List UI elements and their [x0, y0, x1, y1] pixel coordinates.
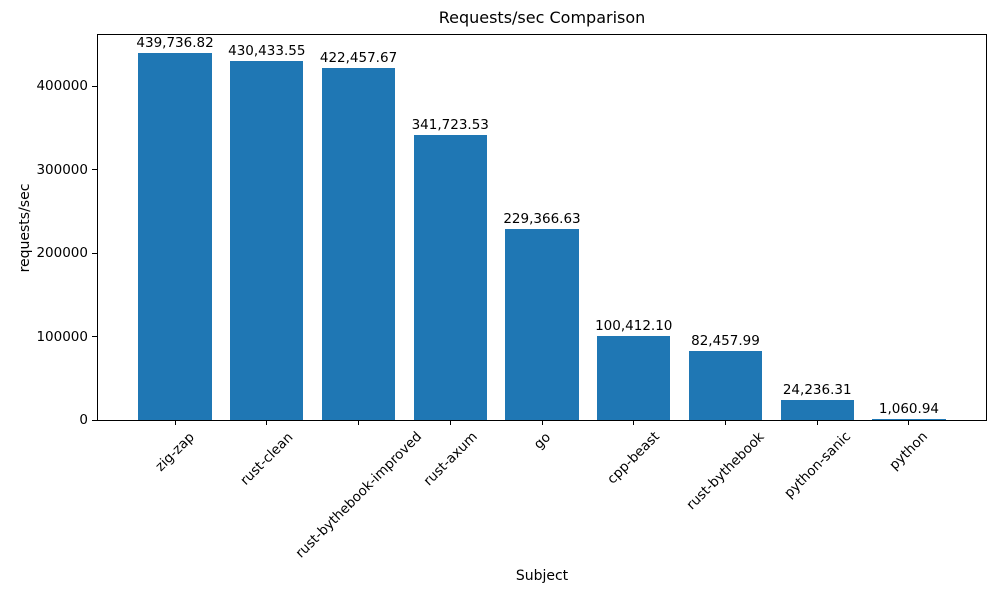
y-axis-label: requests/sec	[17, 183, 33, 273]
bar-value-label: 100,412.10	[595, 318, 673, 335]
x-tick-label: go	[530, 429, 554, 453]
bar-value-label: 24,236.31	[782, 381, 852, 398]
bar-rust-bythebook	[688, 351, 763, 420]
bar-value-label: 229,366.63	[503, 210, 581, 227]
y-tick-label: 100000	[36, 328, 88, 345]
bar-rust-bythebook-improved	[321, 67, 396, 420]
y-tick	[92, 169, 97, 171]
y-tick-label: 200000	[36, 245, 88, 262]
x-tick	[908, 421, 910, 425]
x-tick	[174, 421, 176, 425]
y-tick	[92, 85, 97, 87]
x-tick	[541, 421, 543, 425]
x-tick	[358, 421, 360, 425]
bar-python-sanic	[780, 399, 854, 420]
bar-zig-zap	[138, 53, 212, 420]
x-tick-label: zig-zap	[152, 428, 198, 475]
x-tick	[816, 421, 818, 425]
bar-value-label: 430,433.55	[228, 43, 306, 60]
chart-title: Requests/sec Comparison	[438, 8, 646, 27]
x-tick-label: cpp-beast	[604, 429, 664, 488]
bar-value-label: 439,736.82	[136, 35, 214, 52]
bar-value-label: 341,723.53	[411, 117, 489, 134]
plot-area	[97, 34, 987, 421]
bar-rust-clean	[230, 61, 304, 420]
y-tick-label: 0	[79, 412, 88, 428]
y-tick	[92, 252, 97, 254]
x-tick-label: python	[886, 428, 932, 474]
y-tick	[92, 336, 97, 338]
bar-cpp-beast	[597, 336, 671, 420]
y-tick-label: 300000	[36, 161, 88, 178]
x-tick-label: rust-bythebook-improved	[291, 429, 425, 562]
x-tick	[724, 421, 726, 425]
x-axis-label: Subject	[515, 568, 569, 584]
x-tick-label: rust-clean	[237, 429, 297, 489]
x-tick-label: python-sanic	[780, 428, 854, 502]
bar-value-label: 1,060.94	[878, 401, 939, 417]
bar-value-label: 82,457.99	[691, 333, 760, 350]
x-tick-label: rust-axum	[420, 428, 481, 490]
x-tick	[266, 421, 268, 425]
bar-python	[872, 419, 946, 420]
x-tick	[449, 421, 451, 425]
y-tick	[92, 419, 97, 421]
bar-go	[505, 228, 579, 420]
bar-rust-axum	[413, 135, 487, 420]
y-tick-label: 400000	[36, 78, 88, 95]
x-tick-label: rust-bythebook	[683, 429, 768, 514]
bar-value-label: 422,457.67	[319, 49, 398, 66]
x-tick	[633, 421, 635, 425]
